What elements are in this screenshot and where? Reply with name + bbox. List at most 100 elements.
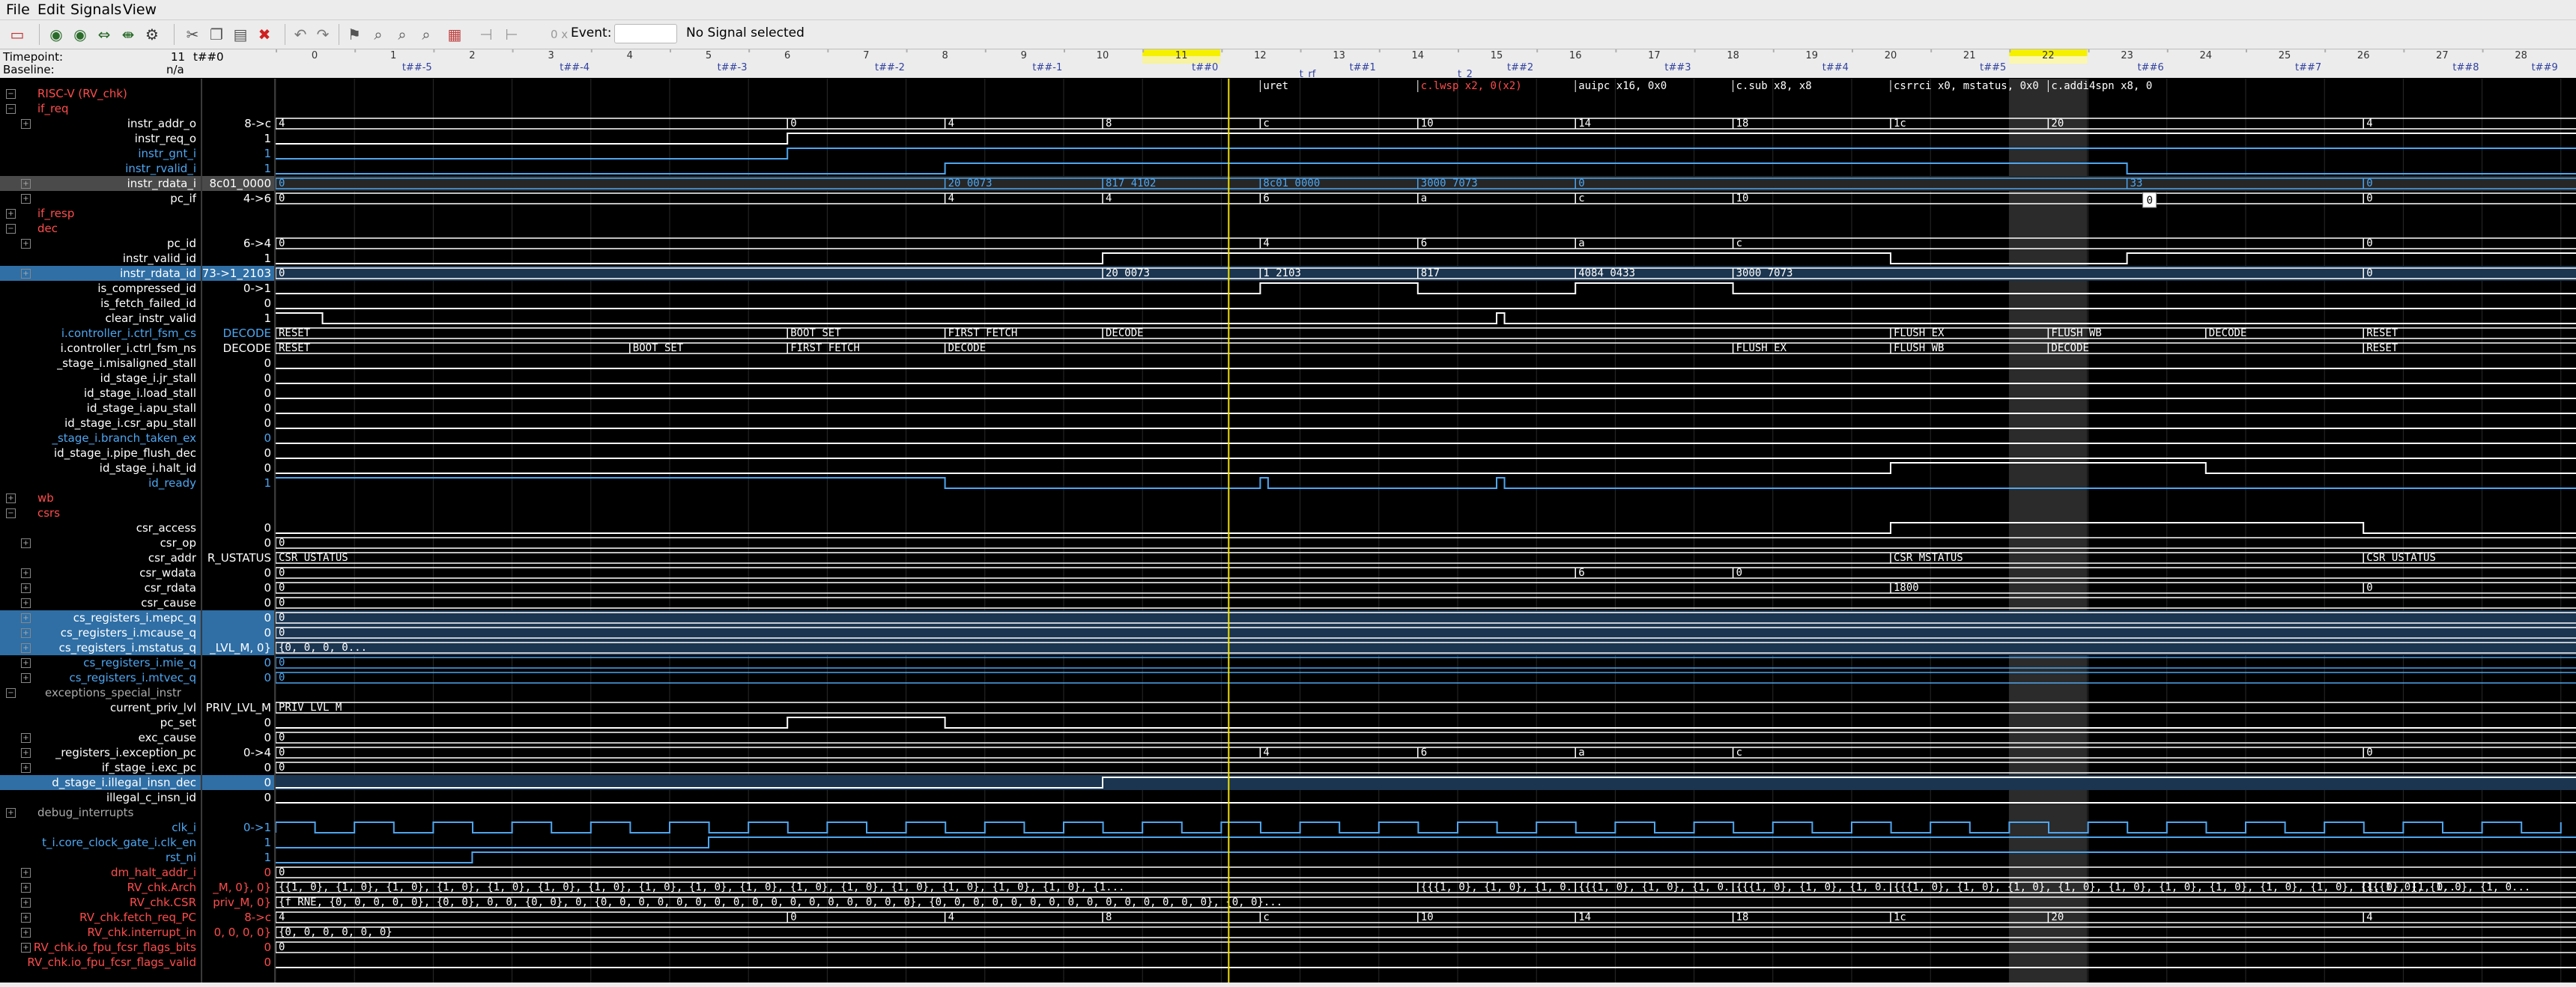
signal-name[interactable]: instr_valid_id	[122, 252, 196, 265]
signal-name[interactable]: csr_rdata	[144, 581, 196, 595]
redo-icon[interactable]: ↷	[316, 25, 330, 43]
copy-icon[interactable]: ❐	[210, 25, 223, 43]
event-input[interactable]	[614, 24, 677, 43]
zoom-full-icon[interactable]: ⇼	[121, 25, 135, 43]
signal-name[interactable]: d_stage_i.illegal_insn_dec	[52, 776, 196, 789]
signal-name[interactable]: i.controller_i.ctrl_fsm_cs	[61, 327, 196, 340]
expand-icon[interactable]: +	[21, 179, 31, 189]
signal-name[interactable]: id_stage_i.apu_stall	[86, 401, 196, 415]
signal-name[interactable]: clk_i	[172, 821, 196, 834]
expand-icon[interactable]: +	[21, 748, 31, 758]
signal-name[interactable]: _stage_i.misaligned_stall	[56, 356, 196, 370]
expand-icon[interactable]: +	[21, 763, 31, 773]
search-prev-icon[interactable]: ⌕	[398, 25, 407, 43]
collapse-icon[interactable]: −	[6, 89, 16, 99]
signal-name[interactable]: instr_rdata_i	[127, 177, 196, 190]
delete-icon[interactable]: ✖	[258, 25, 271, 43]
expand-icon[interactable]: +	[21, 119, 31, 129]
expand-icon[interactable]: +	[21, 913, 31, 923]
menu-signals[interactable]: Signals	[70, 1, 122, 18]
signal-name[interactable]: csrs	[37, 506, 61, 520]
paste-icon[interactable]: ▤	[233, 25, 248, 43]
signal-name[interactable]: RISC-V (RV_chk)	[37, 87, 127, 100]
zoom-fit-icon[interactable]: ◉	[49, 25, 63, 43]
signal-name[interactable]: cs_registers_i.mepc_q	[73, 611, 196, 625]
signal-name[interactable]: id_stage_i.load_stall	[83, 386, 196, 400]
expand-icon[interactable]: +	[21, 194, 31, 204]
signal-name[interactable]: csr_access	[136, 521, 196, 535]
signal-name[interactable]: rst_ni	[165, 851, 196, 864]
signal-name[interactable]: exceptions_special_instr	[45, 686, 181, 699]
expand-icon[interactable]: +	[6, 209, 16, 219]
settings-icon[interactable]: ⚙	[145, 25, 159, 43]
signal-name[interactable]: cs_registers_i.mcause_q	[60, 626, 196, 640]
waveform-panel[interactable]: 4 0 4 8 c 10 14 18 1c 20 4 0 20_0073 817_4102 8c01_000…	[276, 79, 2576, 983]
signal-name[interactable]: wb	[37, 491, 54, 505]
signal-name[interactable]: exc_cause	[138, 731, 196, 744]
expand-icon[interactable]: +	[21, 643, 31, 653]
signal-name[interactable]: illegal_c_insn_id	[106, 791, 196, 804]
signal-name[interactable]: csr_wdata	[139, 566, 196, 580]
expand-icon[interactable]: +	[21, 868, 31, 878]
new-wave-icon[interactable]: ▭	[10, 25, 25, 43]
expand-icon[interactable]: +	[21, 883, 31, 893]
pane-splitter[interactable]	[201, 79, 202, 983]
signal-name[interactable]: if_resp	[37, 207, 75, 220]
signal-name[interactable]: id_ready	[148, 476, 196, 490]
expand-icon[interactable]: +	[6, 493, 16, 503]
align-right-icon[interactable]: ⊢	[505, 25, 518, 43]
collapse-icon[interactable]: −	[6, 688, 16, 698]
waveform-canvas[interactable]: 4 0 4 8 c 10 14 18 1c 20 4 0 20_0073 817_4102 8c01_000…	[276, 79, 2576, 983]
signal-name[interactable]: dm_halt_addr_i	[111, 866, 196, 879]
expand-icon[interactable]: +	[21, 568, 31, 578]
signal-name[interactable]: RV_chk.interrupt_in	[87, 926, 196, 939]
signal-name[interactable]: RV_chk.fetch_req_PC	[79, 911, 196, 924]
signal-name[interactable]: dec	[37, 222, 58, 235]
signal-name[interactable]: cs_registers_i.mtvec_q	[69, 671, 196, 684]
signal-name[interactable]: instr_gnt_i	[138, 147, 196, 160]
expand-icon[interactable]: +	[21, 943, 31, 953]
pane-splitter[interactable]	[274, 79, 276, 983]
signal-name[interactable]: RV_chk.CSR	[130, 896, 196, 909]
expand-icon[interactable]: +	[21, 239, 31, 249]
signal-name[interactable]: instr_req_o	[134, 132, 196, 145]
align-left-icon[interactable]: ⊣	[479, 25, 493, 43]
menu-view[interactable]: View	[123, 1, 157, 18]
expand-icon[interactable]: +	[21, 628, 31, 638]
expand-icon[interactable]: +	[21, 898, 31, 908]
signal-name[interactable]: id_stage_i.halt_id	[99, 461, 196, 475]
search-next-icon[interactable]: ⌕	[422, 25, 431, 43]
signal-name[interactable]: id_stage_i.csr_apu_stall	[64, 416, 196, 430]
expand-icon[interactable]: +	[21, 538, 31, 548]
zoom-in-icon[interactable]: ◉	[73, 25, 87, 43]
signal-name[interactable]: cs_registers_i.mie_q	[83, 656, 196, 669]
menu-file[interactable]: File	[6, 1, 30, 18]
expand-icon[interactable]: +	[21, 928, 31, 938]
undo-icon[interactable]: ↶	[294, 25, 307, 43]
signal-name[interactable]: instr_addr_o	[127, 117, 196, 130]
signal-name[interactable]: is_fetch_failed_id	[100, 297, 196, 310]
signal-name[interactable]: pc_id	[167, 237, 196, 250]
expand-icon[interactable]: +	[21, 658, 31, 668]
collapse-icon[interactable]: −	[6, 224, 16, 234]
collapse-icon[interactable]: −	[6, 104, 16, 114]
expand-icon[interactable]: +	[21, 613, 31, 623]
signal-name[interactable]: RV_chk.Arch	[127, 881, 196, 894]
expand-icon[interactable]: +	[21, 598, 31, 608]
search-icon[interactable]: ⌕	[374, 25, 383, 43]
signal-name[interactable]: if_req	[37, 102, 69, 115]
signal-name[interactable]: csr_cause	[141, 596, 196, 610]
signal-name[interactable]: instr_rvalid_i	[125, 162, 196, 175]
collapse-icon[interactable]: −	[6, 508, 16, 518]
signal-name[interactable]: debug_interrupts	[37, 806, 134, 819]
signal-name[interactable]: pc_if	[170, 192, 196, 205]
expand-icon[interactable]: +	[21, 583, 31, 593]
signal-name[interactable]: csr_op	[160, 536, 196, 550]
signal-name[interactable]: RV_chk.io_fpu_fcsr_flags_valid	[27, 956, 196, 969]
signal-name[interactable]: RV_chk.io_fpu_fcsr_flags_bits	[33, 941, 196, 954]
zoom-range-icon[interactable]: ⇔	[97, 25, 111, 43]
signal-name[interactable]: _stage_i.branch_taken_ex	[52, 431, 196, 445]
marker-icon[interactable]: ⚑	[348, 25, 361, 43]
signal-name[interactable]: clear_instr_valid	[105, 312, 196, 325]
expand-icon[interactable]: +	[21, 269, 31, 279]
